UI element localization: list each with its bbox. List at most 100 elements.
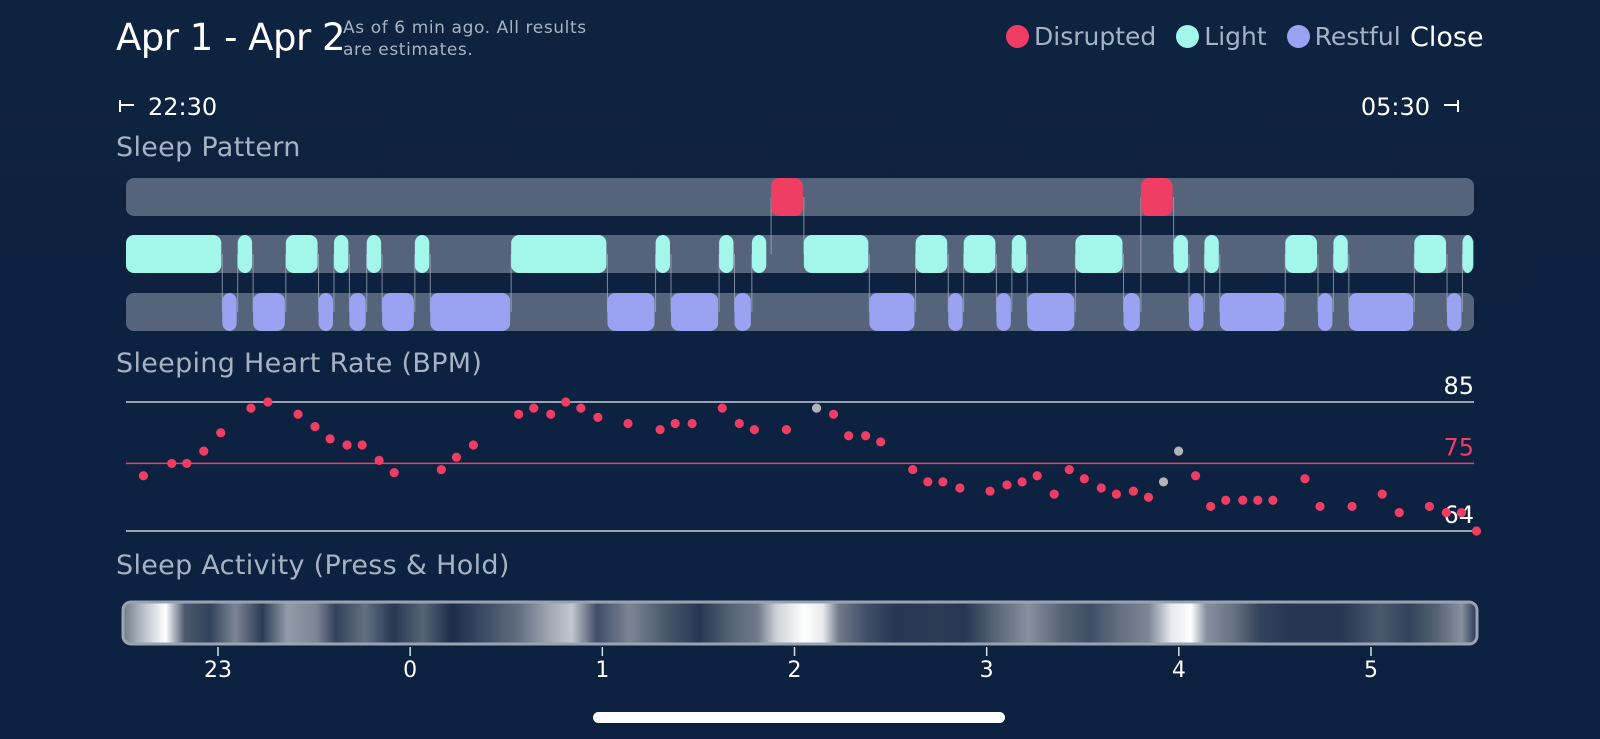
hr-point: [1096, 483, 1106, 493]
hr-point: [734, 418, 744, 429]
hr-point: [1424, 501, 1434, 512]
sleep-pattern-svg: [126, 178, 1474, 331]
pattern-segment-restful: [382, 293, 414, 331]
time-range-start: 22:30: [118, 93, 217, 121]
pattern-segment-restful: [996, 293, 1011, 331]
hr-point: [546, 409, 556, 419]
hr-point: [468, 440, 479, 450]
pattern-segment-light: [511, 235, 607, 273]
activity-tick-label: 4: [1172, 658, 1186, 683]
pattern-segment-light: [1285, 235, 1318, 273]
pattern-segment-light: [285, 235, 318, 273]
pattern-segment-light: [751, 235, 767, 273]
pattern-segment-restful: [869, 293, 915, 331]
hr-point: [436, 464, 446, 475]
pattern-segment-restful: [430, 293, 511, 331]
hr-point: [1268, 495, 1278, 505]
restful-dot-icon: [1286, 25, 1310, 48]
hr-point: [1128, 486, 1138, 496]
hr-point: [1300, 474, 1310, 484]
end-time-label: 05:30: [1360, 93, 1430, 121]
sleep-pattern-chart[interactable]: [0, 170, 1600, 335]
hr-point: [828, 409, 839, 419]
hr-point: [593, 412, 603, 422]
pattern-segment-light: [1414, 235, 1447, 273]
heart-rate-chart[interactable]: 857564: [0, 365, 1600, 550]
hr-point: [1079, 474, 1089, 484]
hr-point: [717, 403, 727, 413]
pattern-segment-light: [1011, 235, 1027, 273]
legend: Disrupted Light Restful: [1006, 22, 1401, 51]
activity-tick-label: 0: [403, 658, 417, 683]
pattern-segment-light: [237, 235, 253, 273]
activity-tick-label: 23: [204, 658, 232, 683]
hr-point: [1190, 471, 1201, 481]
pattern-segment-light: [414, 235, 430, 273]
hr-point: [687, 418, 697, 429]
hr-point: [1206, 501, 1216, 512]
pattern-segment-restful: [222, 293, 237, 331]
hr-point: [655, 425, 665, 435]
legend-label-disrupted: Disrupted: [1034, 22, 1157, 51]
pattern-segment-light: [126, 235, 222, 273]
hr-point: [1143, 492, 1154, 502]
pattern-segment-light: [1462, 235, 1473, 273]
hr-point: [811, 403, 822, 413]
pattern-segment-restful: [349, 293, 366, 331]
hr-point: [955, 483, 965, 493]
pattern-segment-restful: [1348, 293, 1414, 331]
pattern-segment-restful: [948, 293, 963, 331]
pattern-segment-light: [1173, 235, 1188, 273]
hr-point: [1111, 489, 1121, 499]
activity-strip[interactable]: [121, 600, 1479, 646]
hr-point: [310, 421, 320, 432]
hr-point: [182, 458, 192, 469]
pattern-segment-light: [719, 235, 734, 273]
hr-point: [529, 403, 539, 413]
activity-title: Sleep Activity (Press & Hold): [116, 550, 510, 581]
legend-item-light: Light: [1176, 22, 1267, 51]
sleep-activity-chart[interactable]: 23 0 1 2 3 4 5: [0, 598, 1600, 690]
hr-point: [938, 477, 948, 487]
hr-point: [357, 440, 367, 450]
hr-point: [1315, 501, 1325, 512]
hr-gridline-label: 75: [1443, 433, 1474, 461]
pattern-segment-restful: [1219, 293, 1285, 331]
hr-point: [1394, 507, 1404, 518]
heart-rate-title: Sleeping Heart Rate (BPM): [116, 348, 483, 379]
activity-tick-label: 3: [980, 658, 994, 683]
hr-point: [1002, 480, 1012, 490]
hr-point: [1017, 477, 1027, 487]
hr-gridline-label: 85: [1443, 372, 1474, 400]
close-button[interactable]: Close: [1410, 22, 1484, 53]
start-time-label: 22:30: [148, 93, 218, 121]
hr-point: [293, 409, 303, 419]
pattern-segment-light: [655, 235, 670, 273]
hr-point: [1377, 489, 1387, 499]
hr-point: [576, 403, 586, 413]
pattern-segment-light: [1204, 235, 1219, 273]
hr-point: [1064, 464, 1074, 475]
hr-point: [670, 418, 680, 429]
hr-point: [1158, 477, 1169, 487]
pattern-segment-restful: [1188, 293, 1204, 331]
sleep-activity-svg: 23 0 1 2 3 4 5: [121, 600, 1479, 683]
hr-point: [1253, 495, 1263, 505]
page-title: Apr 1 - Apr 2: [116, 16, 346, 59]
hr-point: [325, 434, 335, 444]
hr-point: [389, 468, 399, 478]
pattern-track-light: [126, 235, 1474, 273]
hr-point: [263, 397, 273, 407]
activity-tick-label: 2: [788, 658, 802, 683]
hr-point: [623, 418, 633, 429]
home-indicator[interactable]: [593, 712, 1005, 723]
hr-point: [1238, 495, 1248, 505]
left-bracket-icon: [119, 100, 134, 112]
heart-rate-svg: 857564: [126, 372, 1482, 536]
hr-point: [561, 397, 571, 407]
hr-point: [923, 477, 933, 487]
hr-point: [514, 409, 524, 419]
activity-tick-label: 5: [1364, 658, 1378, 683]
pattern-segment-light: [803, 235, 869, 273]
hr-point: [985, 486, 995, 496]
